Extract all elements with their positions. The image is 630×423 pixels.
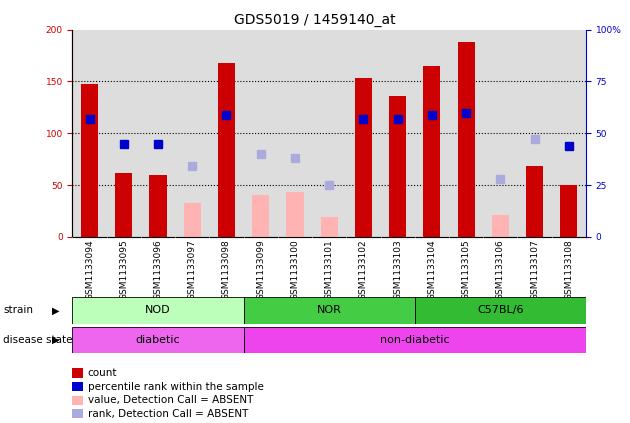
Bar bbox=[355, 78, 372, 237]
Bar bbox=[252, 195, 269, 237]
Text: value, Detection Call = ABSENT: value, Detection Call = ABSENT bbox=[88, 395, 253, 405]
Text: non-diabetic: non-diabetic bbox=[380, 335, 450, 345]
Text: ▶: ▶ bbox=[52, 335, 60, 345]
Bar bbox=[72, 327, 244, 353]
Bar bbox=[492, 215, 509, 237]
Text: GSM1133104: GSM1133104 bbox=[427, 240, 437, 300]
Text: NOR: NOR bbox=[317, 305, 341, 316]
Text: GDS5019 / 1459140_at: GDS5019 / 1459140_at bbox=[234, 13, 396, 27]
Bar bbox=[244, 327, 586, 353]
Bar bbox=[244, 297, 415, 324]
Bar bbox=[72, 297, 244, 324]
Bar bbox=[149, 175, 166, 237]
Text: diabetic: diabetic bbox=[135, 335, 180, 345]
Text: GSM1133103: GSM1133103 bbox=[393, 240, 402, 300]
Text: GSM1133108: GSM1133108 bbox=[564, 240, 573, 300]
Text: NOD: NOD bbox=[145, 305, 171, 316]
Bar bbox=[415, 297, 586, 324]
Text: GSM1133094: GSM1133094 bbox=[85, 240, 94, 300]
Text: percentile rank within the sample: percentile rank within the sample bbox=[88, 382, 263, 392]
Text: GSM1133099: GSM1133099 bbox=[256, 240, 265, 300]
Text: GSM1133102: GSM1133102 bbox=[359, 240, 368, 300]
Text: ▶: ▶ bbox=[52, 305, 60, 316]
Bar bbox=[389, 96, 406, 237]
Text: strain: strain bbox=[3, 305, 33, 316]
Text: GSM1133107: GSM1133107 bbox=[530, 240, 539, 300]
Text: rank, Detection Call = ABSENT: rank, Detection Call = ABSENT bbox=[88, 409, 248, 419]
Text: GSM1133096: GSM1133096 bbox=[154, 240, 163, 300]
Bar bbox=[457, 42, 474, 237]
Bar bbox=[81, 83, 98, 237]
Text: GSM1133101: GSM1133101 bbox=[324, 240, 334, 300]
Text: GSM1133097: GSM1133097 bbox=[188, 240, 197, 300]
Bar bbox=[184, 203, 201, 237]
Text: GSM1133098: GSM1133098 bbox=[222, 240, 231, 300]
Text: C57BL/6: C57BL/6 bbox=[477, 305, 524, 316]
Text: GSM1133100: GSM1133100 bbox=[290, 240, 299, 300]
Bar bbox=[321, 217, 338, 237]
Bar bbox=[287, 192, 304, 237]
Text: count: count bbox=[88, 368, 117, 378]
Text: disease state: disease state bbox=[3, 335, 72, 345]
Text: GSM1133105: GSM1133105 bbox=[462, 240, 471, 300]
Text: GSM1133095: GSM1133095 bbox=[119, 240, 129, 300]
Bar bbox=[423, 66, 440, 237]
Bar bbox=[115, 173, 132, 237]
Bar bbox=[560, 185, 577, 237]
Bar bbox=[218, 63, 235, 237]
Bar bbox=[526, 166, 543, 237]
Text: GSM1133106: GSM1133106 bbox=[496, 240, 505, 300]
